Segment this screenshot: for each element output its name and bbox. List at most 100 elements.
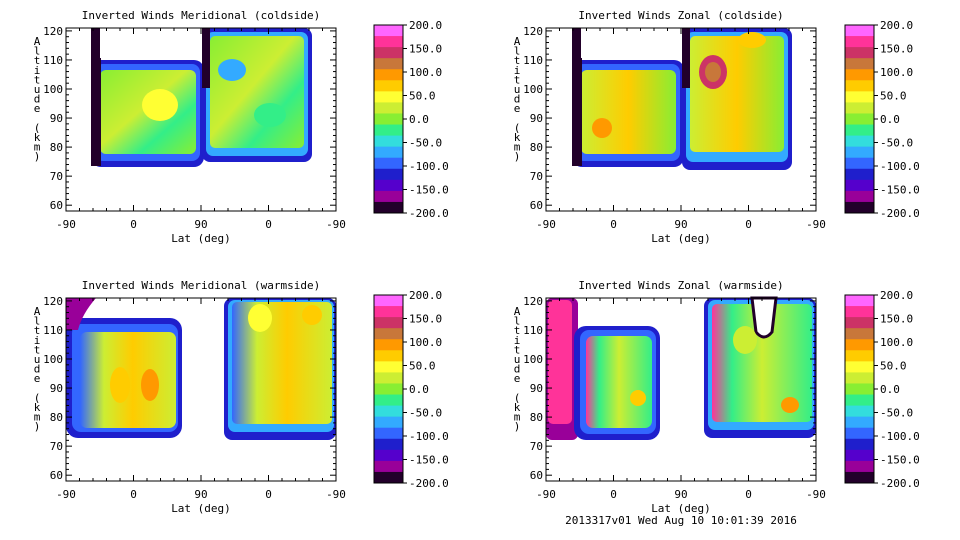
panel-meridional-warmside: Inverted Winds Meridional (warmside) 200… (34, 279, 449, 515)
colorbar-swatch (845, 427, 874, 440)
y-tick-label: 110 (523, 54, 543, 67)
colorbar-swatch (845, 438, 874, 451)
contour-anomaly (705, 62, 721, 82)
colorbar-swatch (845, 350, 874, 362)
y-tick-label: 60 (50, 469, 63, 482)
data-field (66, 298, 336, 440)
contour-anomaly (141, 369, 159, 401)
x-tick-label: 0 (610, 488, 617, 501)
panel-meridional-coldside: Inverted Winds Meridional (coldside) 200… (34, 9, 449, 245)
y-tick-label: 110 (43, 54, 63, 67)
colorbar-swatch (374, 427, 403, 440)
colorbar-swatch (845, 471, 874, 484)
axis-ticks (65, 28, 337, 211)
colorbar-swatch (374, 190, 403, 203)
axis-ticks (545, 298, 817, 481)
colorbar-swatch (374, 113, 403, 126)
colorbar-tick-label: -100.0 (880, 430, 920, 443)
colorbar-swatch (374, 339, 403, 351)
y-tick-label: 80 (530, 141, 543, 154)
contour-band-inner (581, 70, 676, 154)
colorbar-swatches (845, 295, 874, 484)
colorbar-swatch (845, 113, 874, 126)
data-field (91, 28, 336, 211)
y-tick-label: 80 (530, 411, 543, 424)
x-tick-labels: -90 0 90 0 -90 (56, 488, 346, 501)
colorbar-swatch (374, 383, 403, 396)
colorbar-swatch (845, 460, 874, 473)
contour-anomaly (630, 390, 646, 406)
colorbar-swatch (374, 361, 403, 373)
colorbar-swatch (374, 460, 403, 473)
plot-title: Inverted Winds Meridional (coldside) (82, 9, 320, 22)
contour-anomaly (254, 103, 286, 127)
colorbar-swatch (845, 201, 874, 214)
colorbar-tick-label: -100.0 (409, 430, 449, 443)
colorbar-swatch (374, 80, 403, 92)
contour-anomaly (592, 118, 612, 138)
colorbar-tick-label: 150.0 (409, 43, 442, 56)
colorbar-tick-label: 50.0 (880, 90, 907, 103)
colorbar-tick-label: 0.0 (409, 113, 429, 126)
y-tick-label: 120 (43, 295, 63, 308)
colorbar-tick-label: -50.0 (880, 137, 913, 150)
colorbar-tick-label: 50.0 (409, 90, 436, 103)
colorbar-swatch (845, 372, 874, 384)
colorbar-swatch (845, 295, 874, 307)
y-tick-label: 80 (50, 411, 63, 424)
colorbar-tick-label: 150.0 (880, 43, 913, 56)
y-tick-label: 120 (43, 25, 63, 38)
x-axis-label: Lat (deg) (171, 232, 231, 245)
colorbar-swatch (374, 58, 403, 70)
colorbar-swatch (845, 58, 874, 70)
colorbar-tick-label: -50.0 (880, 407, 913, 420)
colorbar-tick-label: 0.0 (880, 113, 900, 126)
colorbar-tick-label: 150.0 (409, 313, 442, 326)
colorbar-swatch (374, 36, 403, 48)
white-gap (312, 28, 336, 211)
colorbar-swatch (374, 394, 403, 407)
contour-anomaly (218, 59, 246, 81)
y-tick-label: 100 (43, 353, 63, 366)
y-tick-label: 80 (50, 141, 63, 154)
y-tick-label: 110 (43, 324, 63, 337)
contour-anomaly (110, 367, 130, 403)
footer-timestamp: 2013317v01 Wed Aug 10 10:01:39 2016 (565, 514, 797, 527)
colorbar-swatch (374, 471, 403, 484)
x-tick-label: 90 (674, 488, 687, 501)
colorbar-tick-label: -150.0 (880, 184, 920, 197)
colorbar-swatch (845, 69, 874, 81)
colorbar-tick-label: 100.0 (880, 336, 913, 349)
dark-strip (572, 28, 582, 166)
colorbar-swatch (374, 328, 403, 340)
colorbar-swatch (845, 146, 874, 159)
y-tick-labels: 60 70 80 90 100 110 120 (523, 25, 543, 212)
colorbar-swatch (374, 124, 403, 137)
colorbar-swatch (845, 416, 874, 429)
colorbar-swatch (845, 91, 874, 103)
y-tick-label: 70 (530, 440, 543, 453)
colorbar-swatch (374, 317, 403, 329)
y-tick-label: 120 (523, 295, 543, 308)
colorbar-swatch (845, 80, 874, 92)
colorbar-tick-labels: 200.0 150.0 100.0 50.0 0.0 -50.0 -100.0 … (874, 19, 920, 220)
data-field (546, 296, 816, 440)
contour-anomaly (248, 304, 272, 332)
contour-band-inner (586, 336, 652, 428)
colorbar-swatch (374, 168, 403, 181)
colorbar-tick-label: 100.0 (409, 336, 442, 349)
plot-title: Inverted Winds Meridional (warmside) (82, 279, 320, 292)
colorbar-tick-labels: 200.0 150.0 100.0 50.0 0.0 -50.0 -100.0 … (403, 289, 449, 490)
contour-band-inner (232, 302, 332, 424)
x-tick-label: 0 (745, 488, 752, 501)
colorbar-swatch (374, 350, 403, 362)
dark-strip (682, 28, 690, 88)
colorbar-swatch (845, 361, 874, 373)
colorbar-tick-label: -150.0 (409, 184, 449, 197)
x-tick-label: 90 (674, 218, 687, 231)
colorbar-tick-label: 100.0 (880, 66, 913, 79)
colorbar-tick-label: -100.0 (409, 160, 449, 173)
colorbar-tick-label: 150.0 (880, 313, 913, 326)
